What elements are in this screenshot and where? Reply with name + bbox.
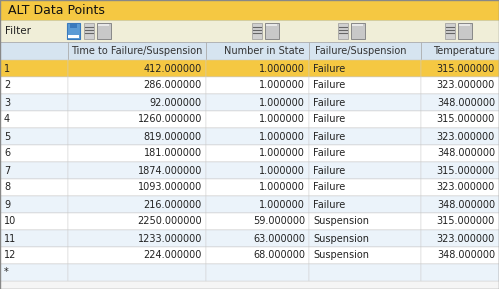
Text: Filter: Filter — [5, 26, 31, 36]
Text: 1093.000000: 1093.000000 — [138, 182, 202, 192]
Text: 1.000000: 1.000000 — [259, 81, 305, 90]
Text: 348.000000: 348.000000 — [437, 149, 495, 158]
Text: 1.000000: 1.000000 — [259, 114, 305, 125]
Text: 348.000000: 348.000000 — [437, 251, 495, 260]
Text: 1.000000: 1.000000 — [259, 199, 305, 210]
Text: 9: 9 — [4, 199, 10, 210]
Text: Failure: Failure — [313, 149, 345, 158]
Text: 5: 5 — [4, 131, 10, 142]
Text: Time to Failure/Suspension: Time to Failure/Suspension — [71, 46, 202, 56]
Text: 1260.000000: 1260.000000 — [138, 114, 202, 125]
Text: 315.000000: 315.000000 — [437, 216, 495, 227]
Text: 323.000000: 323.000000 — [437, 234, 495, 244]
Text: Failure: Failure — [313, 97, 345, 108]
Text: Failure: Failure — [313, 131, 345, 142]
Text: 216.000000: 216.000000 — [144, 199, 202, 210]
Text: ALT Data Points: ALT Data Points — [8, 3, 105, 16]
Text: 323.000000: 323.000000 — [437, 182, 495, 192]
Text: 1.000000: 1.000000 — [259, 166, 305, 175]
Text: 12: 12 — [4, 251, 16, 260]
Text: 1: 1 — [4, 64, 10, 73]
Text: 315.000000: 315.000000 — [437, 114, 495, 125]
Text: 11: 11 — [4, 234, 16, 244]
Text: 1.000000: 1.000000 — [259, 64, 305, 73]
Text: 315.000000: 315.000000 — [437, 166, 495, 175]
Text: 181.000000: 181.000000 — [144, 149, 202, 158]
Text: 819.000000: 819.000000 — [144, 131, 202, 142]
Text: Failure: Failure — [313, 182, 345, 192]
Text: 224.000000: 224.000000 — [144, 251, 202, 260]
Text: 348.000000: 348.000000 — [437, 199, 495, 210]
Text: Suspension: Suspension — [313, 234, 369, 244]
Text: 412.000000: 412.000000 — [144, 64, 202, 73]
Text: 3: 3 — [4, 97, 10, 108]
Text: 1233.000000: 1233.000000 — [138, 234, 202, 244]
Text: 348.000000: 348.000000 — [437, 97, 495, 108]
Text: 1874.000000: 1874.000000 — [138, 166, 202, 175]
Text: Failure: Failure — [313, 166, 345, 175]
Text: 10: 10 — [4, 216, 16, 227]
Text: 4: 4 — [4, 114, 10, 125]
Text: 2: 2 — [4, 81, 10, 90]
Text: 8: 8 — [4, 182, 10, 192]
Text: 59.000000: 59.000000 — [253, 216, 305, 227]
Text: *: * — [4, 268, 9, 277]
Text: 323.000000: 323.000000 — [437, 81, 495, 90]
Text: Suspension: Suspension — [313, 216, 369, 227]
Text: 315.000000: 315.000000 — [437, 64, 495, 73]
Text: Suspension: Suspension — [313, 251, 369, 260]
Text: 7: 7 — [4, 166, 10, 175]
Text: 2250.000000: 2250.000000 — [137, 216, 202, 227]
Text: 1.000000: 1.000000 — [259, 182, 305, 192]
Text: Temperature: Temperature — [433, 46, 495, 56]
Text: Failure: Failure — [313, 64, 345, 73]
Text: Failure: Failure — [313, 199, 345, 210]
Text: Failure: Failure — [313, 81, 345, 90]
Text: Failure/Suspension: Failure/Suspension — [315, 46, 407, 56]
Text: 1.000000: 1.000000 — [259, 97, 305, 108]
Text: 63.000000: 63.000000 — [253, 234, 305, 244]
Text: 1.000000: 1.000000 — [259, 131, 305, 142]
Text: Number in State: Number in State — [225, 46, 305, 56]
Text: 6: 6 — [4, 149, 10, 158]
Text: 1.000000: 1.000000 — [259, 149, 305, 158]
Text: 68.000000: 68.000000 — [253, 251, 305, 260]
Text: 286.000000: 286.000000 — [144, 81, 202, 90]
Text: Failure: Failure — [313, 114, 345, 125]
Text: 92.000000: 92.000000 — [150, 97, 202, 108]
Text: 323.000000: 323.000000 — [437, 131, 495, 142]
